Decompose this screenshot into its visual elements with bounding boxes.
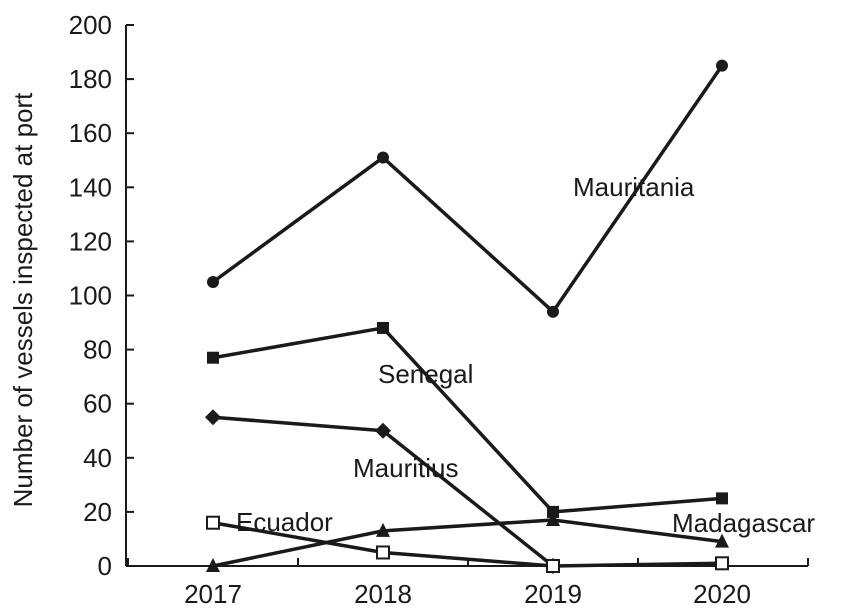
y-tick-label: 200 xyxy=(69,10,112,40)
series-line-mauritania xyxy=(211,64,724,314)
y-tick-label: 40 xyxy=(83,443,112,473)
data-point-mauritania xyxy=(547,305,559,318)
data-point-ecuador xyxy=(546,559,560,573)
data-point-senegal xyxy=(377,321,389,334)
y-tick-label: 20 xyxy=(83,497,112,527)
y-tick-label: 120 xyxy=(69,226,112,256)
y-tick-label: 100 xyxy=(69,281,112,311)
data-point-mauritania xyxy=(377,151,389,164)
data-point-ecuador xyxy=(206,515,220,530)
data-point-mauritania xyxy=(716,59,728,72)
data-point-ecuador xyxy=(376,545,390,560)
y-tick-label: 60 xyxy=(83,389,112,419)
y-tick-label: 80 xyxy=(83,335,112,365)
axes: 0 20 40 60 80 100 120 140 160 180 200 2017 2018 2019 2… xyxy=(69,10,809,609)
series-label-ecuador: Ecuador xyxy=(236,507,333,537)
series-layer xyxy=(205,59,729,574)
data-point-madagascar xyxy=(376,522,390,537)
series-line-senegal xyxy=(212,326,723,514)
y-tick-label: 180 xyxy=(69,64,112,94)
data-point-senegal xyxy=(547,505,559,518)
series-line-mauritius xyxy=(212,415,555,568)
data-point-madagascar xyxy=(715,533,729,548)
data-point-ecuador xyxy=(715,556,729,571)
data-point-senegal xyxy=(207,351,219,364)
series-label-mauritania: Mauritania xyxy=(573,172,695,202)
series-line-madagascar xyxy=(212,518,723,568)
data-point-mauritania xyxy=(207,275,219,288)
data-point-mauritius xyxy=(375,422,391,439)
series-label-mauritius: Mauritius xyxy=(353,453,458,483)
data-point-madagascar xyxy=(206,558,220,572)
series-line-ecuador xyxy=(212,520,723,568)
data-point-senegal xyxy=(716,492,728,505)
series-label-senegal: Senegal xyxy=(378,359,473,389)
x-tick-label: 2020 xyxy=(693,579,751,609)
y-tick-label: 0 xyxy=(98,551,112,581)
data-point-madagascar xyxy=(546,512,560,527)
series-label-madagascar: Madagascar xyxy=(672,508,815,538)
x-tick-label: 2018 xyxy=(354,579,412,609)
x-tick-label: 2019 xyxy=(524,579,582,609)
data-point-mauritius xyxy=(205,409,221,426)
y-axis-title: Number of vessels inspected at port xyxy=(8,92,38,508)
y-tick-label: 160 xyxy=(69,118,112,148)
x-tick-label: 2017 xyxy=(184,579,242,609)
y-tick-label: 140 xyxy=(69,172,112,202)
